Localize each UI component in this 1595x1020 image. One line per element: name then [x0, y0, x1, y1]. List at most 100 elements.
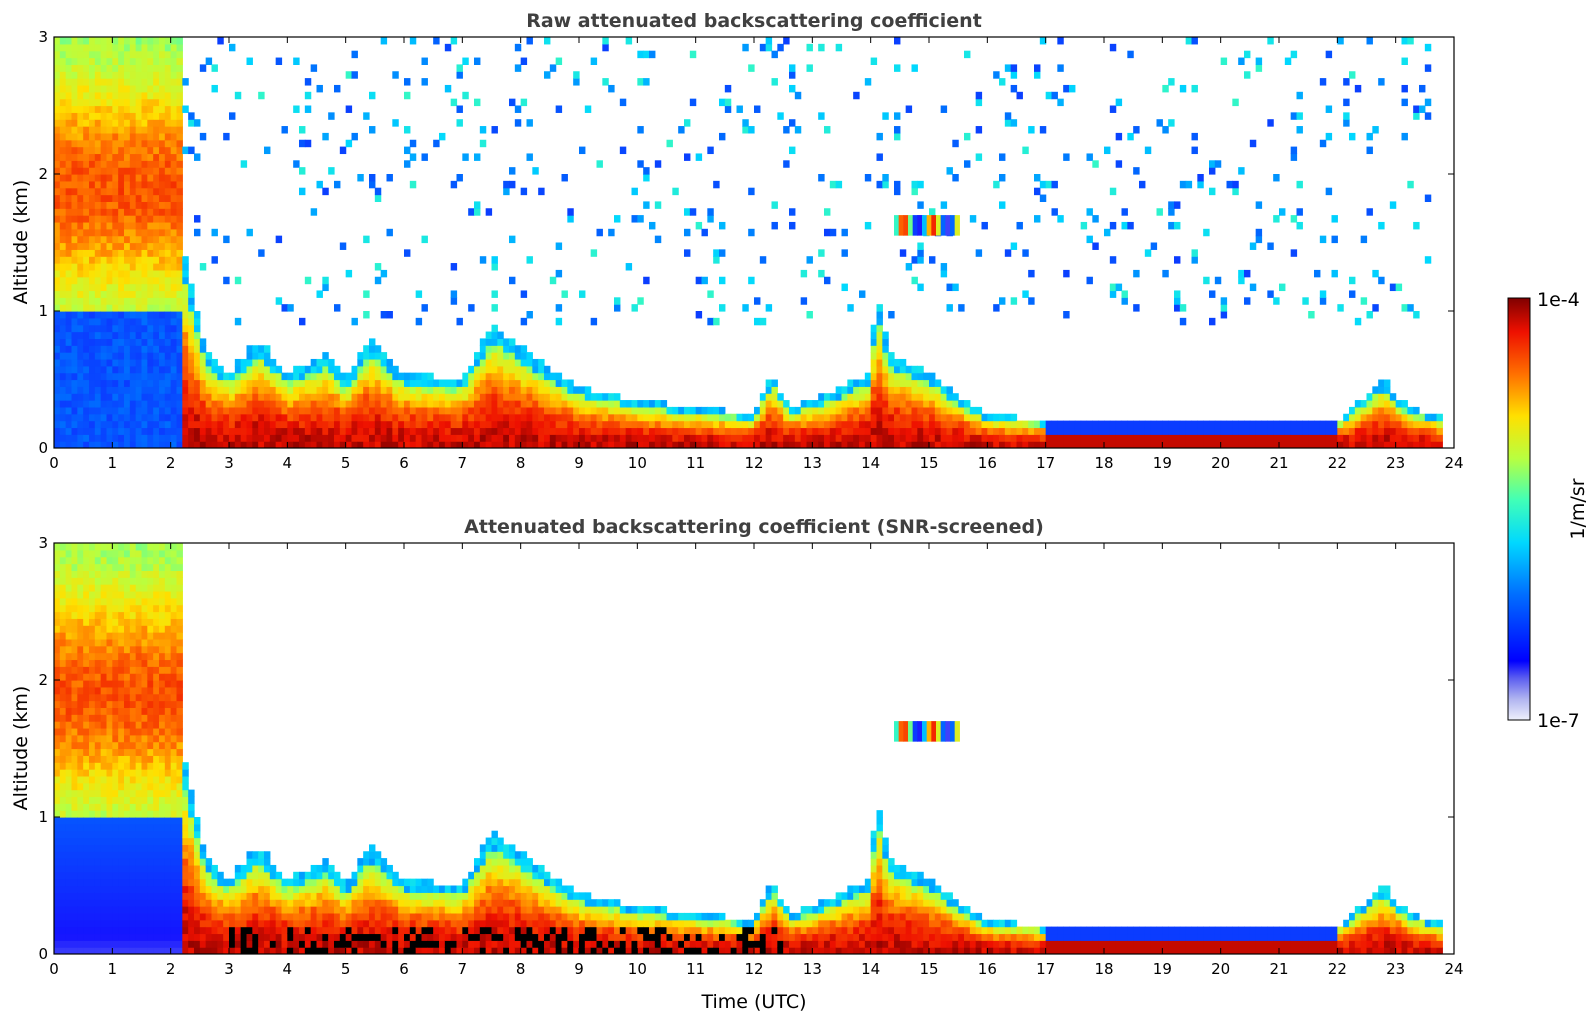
heatmap-cell — [993, 413, 1000, 422]
heatmap-cell — [135, 64, 143, 72]
heatmap-cell — [427, 434, 434, 442]
heatmap-cell — [1424, 256, 1432, 264]
heatmap-cell — [83, 352, 90, 360]
heatmap-cell — [135, 659, 143, 667]
heatmap-cell — [1098, 434, 1105, 442]
heatmap-cell — [724, 434, 732, 442]
heatmap-cell — [240, 365, 248, 374]
heatmap-cell — [77, 393, 84, 401]
heatmap-cell — [199, 64, 207, 72]
heatmap-cell — [1238, 167, 1245, 175]
heatmap-cell — [835, 434, 843, 442]
heatmap-cell — [666, 420, 673, 429]
heatmap-cell — [112, 221, 119, 230]
heatmap-cell — [328, 427, 335, 435]
heatmap-cell — [468, 420, 475, 429]
heatmap-cell — [118, 864, 125, 873]
heatmap-cell — [89, 57, 96, 65]
heatmap-cell — [118, 686, 125, 695]
heatmap-cell — [71, 84, 78, 93]
heatmap-cell — [188, 413, 195, 422]
heatmap-cell — [736, 413, 743, 422]
heatmap-cell — [1191, 441, 1198, 448]
heatmap-cell — [1389, 420, 1397, 429]
heatmap-cell — [246, 365, 253, 374]
heatmap-cell — [118, 228, 125, 237]
heatmap-cell — [182, 345, 189, 353]
heatmap-cell — [54, 700, 61, 708]
heatmap-cell — [124, 817, 131, 825]
heatmap-cell — [194, 441, 201, 448]
heatmap-cell — [106, 132, 113, 141]
heatmap-cell — [124, 290, 131, 298]
heatmap-cell — [526, 386, 533, 394]
heatmap-cell — [147, 406, 154, 415]
heatmap-cell — [870, 338, 878, 346]
heatmap-cell — [112, 659, 119, 667]
heatmap-cell — [765, 427, 773, 435]
heatmap-cell — [1191, 84, 1198, 93]
heatmap-cell — [65, 693, 73, 702]
heatmap-cell — [1191, 249, 1198, 257]
heatmap-cell — [135, 283, 143, 292]
heatmap-cell — [479, 434, 487, 442]
x-tick-label: 20 — [1211, 454, 1230, 472]
heatmap-cell — [77, 119, 84, 127]
heatmap-cell — [135, 338, 143, 346]
heatmap-cell — [561, 413, 568, 422]
heatmap-cell — [182, 358, 189, 367]
heatmap-cell — [1395, 434, 1403, 442]
heatmap-cell — [54, 755, 61, 763]
heatmap-cell — [509, 434, 516, 442]
heatmap-cell — [929, 393, 936, 401]
heatmap-cell — [141, 570, 148, 578]
heatmap-cell — [94, 864, 102, 873]
heatmap-cell — [923, 406, 930, 415]
heatmap-cell — [293, 379, 300, 387]
heatmap-cell — [1331, 441, 1338, 448]
heatmap-cell — [1191, 146, 1198, 155]
heatmap-cell — [83, 187, 90, 196]
heatmap-cell — [71, 297, 78, 305]
heatmap-cell — [176, 276, 183, 285]
heatmap-cell — [124, 64, 131, 72]
heatmap-cell — [829, 400, 837, 408]
heatmap-cell — [159, 919, 166, 928]
heatmap-cell — [77, 112, 84, 120]
heatmap-cell — [100, 290, 108, 298]
heatmap-cell — [94, 762, 102, 770]
heatmap-cell — [421, 434, 428, 442]
heatmap-cell — [141, 132, 148, 141]
heatmap-cell — [100, 906, 108, 914]
heatmap-cell — [135, 413, 143, 422]
heatmap-cell — [54, 139, 61, 148]
heatmap-cell — [188, 317, 195, 326]
heatmap-cell — [147, 304, 154, 312]
heatmap-cell — [141, 885, 148, 893]
heatmap-cell — [194, 324, 201, 333]
heatmap-cell — [194, 331, 201, 339]
heatmap-cell — [106, 98, 113, 107]
heatmap-cell — [841, 386, 848, 394]
heatmap-cell — [1057, 427, 1064, 435]
heatmap-cell — [1413, 420, 1420, 429]
heatmap-cell — [159, 940, 166, 948]
heatmap-cell — [421, 413, 428, 422]
heatmap-cell — [112, 899, 119, 907]
heatmap-cell — [660, 434, 668, 442]
heatmap-cell — [544, 434, 551, 442]
heatmap-cell — [363, 420, 370, 429]
heatmap-cell — [433, 393, 440, 401]
heatmap-cell — [106, 324, 113, 333]
heatmap-cell — [135, 160, 143, 168]
heatmap-cell — [789, 208, 796, 216]
heatmap-cell — [112, 37, 119, 45]
heatmap-cell — [135, 837, 143, 845]
heatmap-cell — [129, 638, 137, 647]
heatmap-cell — [789, 64, 796, 72]
heatmap-cell — [514, 119, 522, 127]
heatmap-cell — [141, 563, 148, 571]
panel-raw-ylabel: Altitude (km) — [10, 180, 32, 305]
heatmap-cell — [135, 864, 143, 873]
heatmap-cell — [164, 345, 172, 353]
